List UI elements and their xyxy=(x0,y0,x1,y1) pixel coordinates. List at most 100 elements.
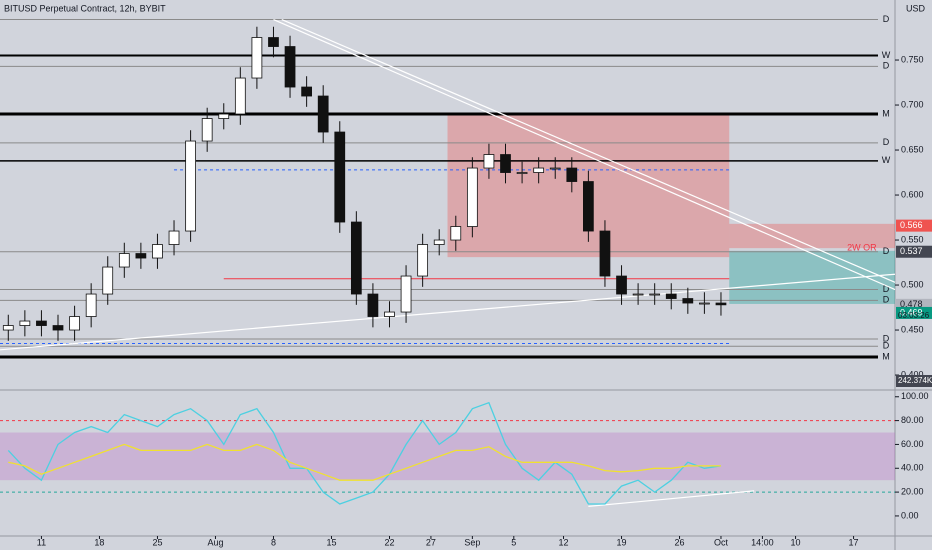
price-label: 0.537 xyxy=(900,246,923,256)
candle-body xyxy=(234,77,246,115)
candle-body xyxy=(649,293,661,296)
x-tick-label: 25 xyxy=(152,537,162,547)
y-tick-label: 0.400 xyxy=(901,369,924,379)
candle-body xyxy=(185,140,196,232)
level-label: D xyxy=(883,137,890,147)
candle-body xyxy=(102,266,114,295)
y-tick-label: 0.700 xyxy=(901,99,924,109)
x-tick-label: 11 xyxy=(37,537,46,547)
x-tick-label: 18 xyxy=(94,537,104,547)
candle-body xyxy=(599,230,611,277)
level-label: M xyxy=(882,108,890,118)
candle-body xyxy=(367,293,379,317)
countdown: 03:03:26 xyxy=(898,311,930,320)
candle-body xyxy=(218,113,230,119)
candle-body xyxy=(301,86,312,97)
level-label: D xyxy=(883,246,890,256)
y-tick-label: 0.500 xyxy=(901,279,924,289)
candle-body xyxy=(135,253,147,259)
price-label-box xyxy=(896,219,932,232)
candle-body xyxy=(69,316,80,331)
candle-body xyxy=(19,320,31,326)
candle-body xyxy=(284,46,296,88)
price-label: 0.478 xyxy=(900,299,923,309)
y-tick-label: 0.600 xyxy=(901,189,924,199)
candle-body xyxy=(152,244,163,259)
zone xyxy=(729,250,895,304)
candle-body xyxy=(500,154,511,173)
candle-body xyxy=(516,172,528,174)
candle-body xyxy=(201,118,213,142)
trendline xyxy=(588,490,755,507)
candle-body xyxy=(85,293,97,317)
y-tick-label: 100.00 xyxy=(901,391,929,401)
candle-body xyxy=(36,320,47,326)
x-tick-label: 8 xyxy=(271,537,276,547)
candle-body xyxy=(616,275,627,295)
level-label: W xyxy=(882,155,891,165)
x-tick-label: Sep xyxy=(464,537,480,547)
trendline xyxy=(281,18,896,283)
x-tick-label: 17 xyxy=(849,537,859,547)
x-tick-label: 12 xyxy=(559,537,569,547)
x-tick-label: Aug xyxy=(207,537,223,547)
candle-body xyxy=(52,325,64,331)
candle-body xyxy=(549,167,561,170)
zone xyxy=(729,223,895,249)
y-tick-label: 0.00 xyxy=(901,510,919,520)
rsi-line xyxy=(7,401,722,505)
candle-body xyxy=(450,226,462,241)
y-tick-label: 40.00 xyxy=(901,463,924,473)
x-tick-label: 14:00 xyxy=(751,537,774,547)
x-tick-label: 22 xyxy=(384,537,394,547)
level-label: D xyxy=(883,341,890,351)
candle-body xyxy=(466,167,478,227)
volume-label-box xyxy=(896,375,932,387)
price-label: 0.566 xyxy=(900,220,923,230)
y-tick-label: 0.550 xyxy=(901,234,924,244)
candle-body xyxy=(168,230,180,245)
candle-body xyxy=(632,293,644,296)
x-tick-label: 27 xyxy=(426,537,436,547)
candle-body xyxy=(251,37,263,79)
y-tick-label: 60.00 xyxy=(901,439,924,449)
currency-label: USD xyxy=(906,3,926,13)
rsi-band xyxy=(0,432,895,481)
price-label-box xyxy=(896,245,932,258)
x-tick-label: 5 xyxy=(511,537,516,547)
candle-body xyxy=(400,275,412,313)
y-tick-label: 0.450 xyxy=(901,324,924,334)
x-tick-label: 15 xyxy=(326,537,336,547)
y-tick-label: 20.00 xyxy=(901,486,924,496)
candle-body xyxy=(715,302,727,306)
x-tick-label: Oct xyxy=(714,537,729,547)
y-tick-label: 0.650 xyxy=(901,144,924,154)
x-tick-label: 19 xyxy=(617,537,627,547)
chart-title: BITUSD Perpetual Contract, 12h, BYBIT xyxy=(4,3,166,13)
candle-body xyxy=(433,239,445,245)
candle-body xyxy=(334,131,346,223)
trendline xyxy=(273,18,896,291)
candle-body xyxy=(317,95,329,133)
candle-body xyxy=(583,181,594,232)
volume-label: 242.374K xyxy=(898,376,932,385)
candle-body xyxy=(483,154,495,169)
candle-body xyxy=(350,221,362,295)
candle-body xyxy=(665,293,677,299)
level-label: D xyxy=(883,284,890,294)
candle-body xyxy=(682,298,694,304)
x-tick-label: 26 xyxy=(675,537,685,547)
price-label-box xyxy=(896,306,932,319)
candle-body xyxy=(2,325,14,331)
level-label: M xyxy=(882,351,890,361)
level-label: W xyxy=(882,50,891,60)
price-label: 0.469 xyxy=(900,307,923,317)
candle-body xyxy=(417,244,429,277)
y-tick-label: 80.00 xyxy=(901,415,924,425)
candle-body xyxy=(118,253,130,268)
candle-body xyxy=(268,37,279,47)
annotation: 2W OR xyxy=(847,243,877,253)
candle-body xyxy=(566,167,578,182)
